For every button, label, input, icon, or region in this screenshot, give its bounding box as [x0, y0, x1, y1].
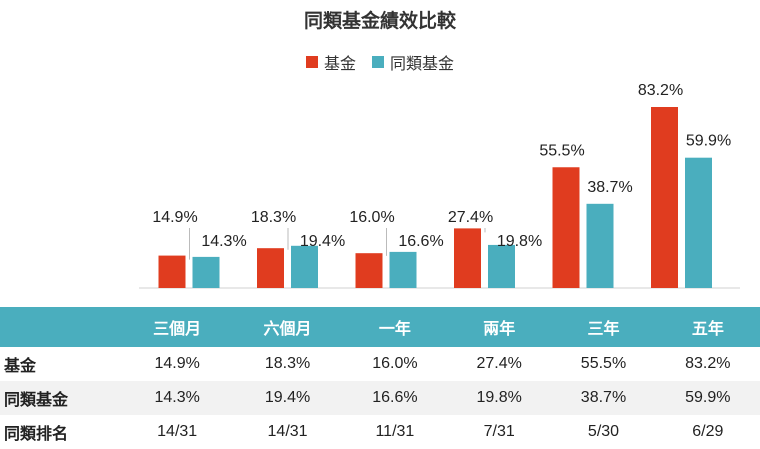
table-cell: 11/31	[375, 423, 415, 440]
bar-fund	[454, 228, 481, 288]
legend-label-fund: 基金	[323, 56, 356, 73]
table-cell: 14.9%	[154, 355, 200, 372]
chart-title: 同類基金績效比較	[303, 11, 456, 32]
table-cell: 6/29	[692, 423, 724, 440]
table-cell: 7/31	[483, 423, 515, 440]
bar-peer	[192, 256, 220, 288]
data-label-peer: 16.6%	[398, 233, 443, 250]
table-row-label: 同類排名	[4, 426, 69, 443]
table-header-cell: 兩年	[447, 307, 552, 347]
bar-fund	[257, 248, 284, 288]
table-corner	[0, 307, 122, 347]
data-label-peer: 38.7%	[587, 179, 632, 196]
table-cell: 38.7%	[551, 381, 656, 415]
table-cell: 19.4%	[232, 381, 343, 415]
bar-peer	[685, 157, 712, 288]
table-row: 同類排名 14/31 14/31 11/31 7/31 5/30 6/29	[0, 415, 760, 449]
table-cell: 27.4%	[476, 355, 522, 372]
table-cell: 18.3%	[264, 355, 311, 372]
data-label-fund: 83.2%	[638, 82, 683, 99]
data-label-fund: 16.0%	[349, 209, 394, 226]
data-label-fund: 55.5%	[539, 142, 584, 159]
table-cell: 55.5%	[580, 355, 627, 372]
bar-chart: 14.9%14.3% 18.3%19.4%16.0%16.6% 27.4%19.8%…	[139, 82, 740, 289]
table-cell: 19.8%	[447, 381, 552, 415]
table-cell: 16.0%	[372, 355, 418, 372]
table-cell: 5/30	[587, 423, 620, 440]
bar-peer	[291, 245, 318, 288]
data-label-fund: 18.3%	[251, 209, 296, 226]
table-row: 基金 14.9% 18.3% 16.0% 27.4% 55.5% 83.2%	[0, 347, 760, 381]
bar-peer	[488, 244, 515, 288]
table-row-label: 基金	[4, 358, 37, 375]
table-header-cell: 一年	[342, 307, 448, 347]
legend-label-peer: 同類基金	[390, 56, 455, 73]
table-cell: 14/31	[267, 423, 308, 440]
table-header-cell: 六個月	[232, 307, 343, 347]
table-header-cell: 三年	[551, 307, 656, 347]
legend: 基金 同類基金	[0, 50, 760, 74]
bar-fund	[355, 253, 383, 288]
table-cell: 14/31	[157, 423, 198, 440]
table-cell: 14.3%	[122, 381, 233, 415]
table-cell: 83.2%	[685, 355, 731, 372]
table-header-cell: 三個月	[122, 307, 233, 347]
table-header-cell: 五年	[655, 307, 760, 347]
data-label-fund: 14.9%	[152, 209, 197, 226]
bar-peer	[586, 203, 614, 288]
bar-fund	[552, 167, 580, 288]
table-row: 同類基金 14.3% 19.4% 16.6% 19.8% 38.7% 59.9%	[0, 381, 760, 415]
table-header-row: 三個月 六個月 一年 兩年 三年 五年	[0, 307, 760, 347]
table-cell: 16.6%	[342, 381, 448, 415]
table-row-label: 同類基金	[0, 381, 122, 415]
bar-fund	[651, 107, 678, 288]
legend-swatch-fund	[305, 56, 318, 68]
data-label-peer: 19.4%	[300, 233, 345, 250]
legend-swatch-peer	[372, 56, 384, 68]
legend-item-fund: 基金	[305, 50, 356, 74]
table-cell: 59.9%	[655, 381, 760, 415]
legend-item-peer: 同類基金	[372, 50, 454, 74]
bar-fund	[158, 255, 186, 288]
data-label-peer: 14.3%	[201, 233, 246, 250]
data-label-peer: 59.9%	[686, 133, 731, 150]
data-label-peer: 19.8%	[497, 233, 542, 250]
performance-table: 三個月 六個月 一年 兩年 三年 五年 基金 14.9% 18.3% 16.0%…	[0, 307, 760, 449]
data-label-fund: 27.4%	[448, 209, 493, 226]
bar-peer	[389, 251, 417, 288]
